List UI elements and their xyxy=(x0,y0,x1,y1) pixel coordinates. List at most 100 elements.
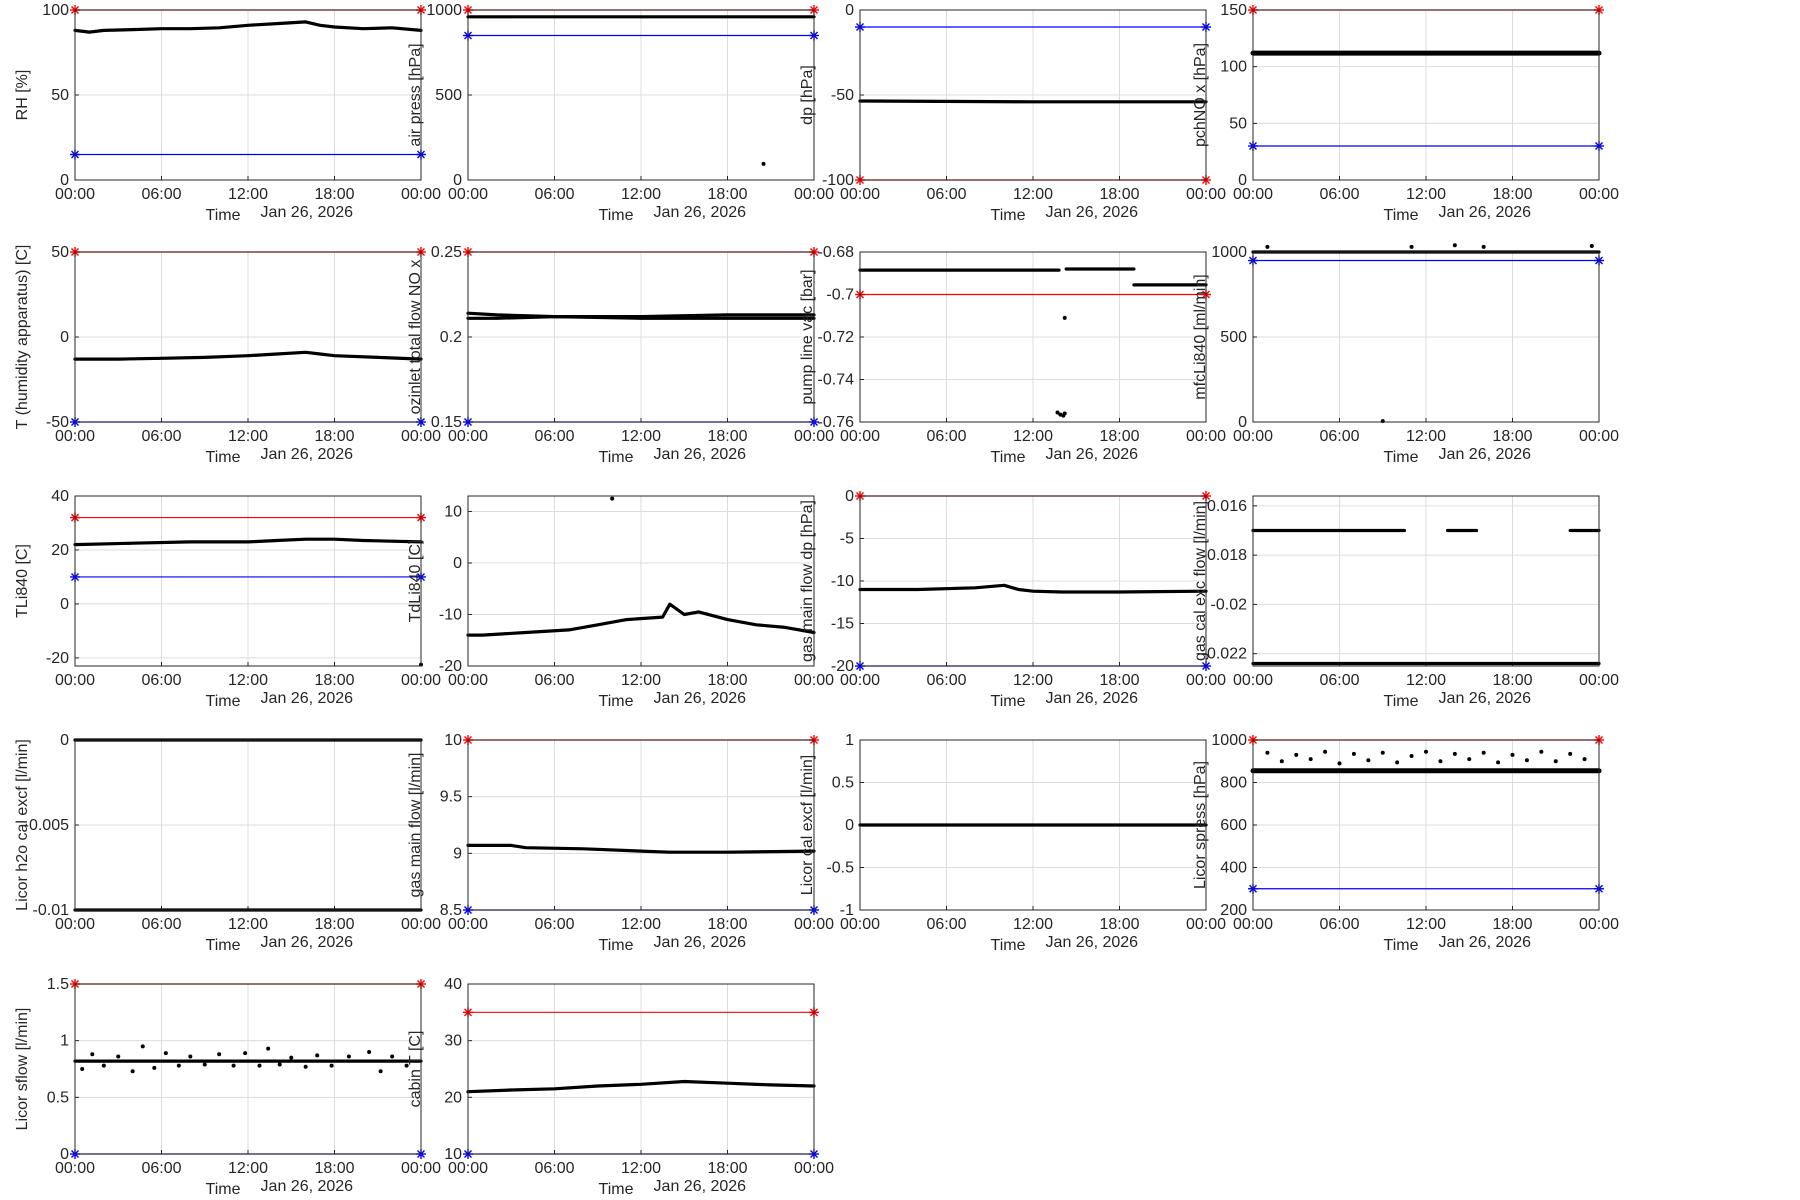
subplot-11: 00:00 06:00 12:00 18:00 00:00-20-15-10-50gas… xyxy=(799,488,1226,710)
data-point xyxy=(1510,752,1515,757)
y-tick-label: 0 xyxy=(845,2,854,19)
x-tick-label: 00:00 xyxy=(448,916,488,933)
x-tick-label: 12:00 xyxy=(228,916,268,933)
x-tick-label: 00:00 xyxy=(1233,672,1273,689)
data-point xyxy=(1366,758,1371,763)
data-point xyxy=(329,1063,334,1068)
date-label: Jan 26, 2026 xyxy=(654,204,747,221)
subplot-10: 00:00 06:00 12:00 18:00 00:00-20-10010TdLi84… xyxy=(407,495,834,710)
y-tick-label: 0.5 xyxy=(832,775,854,792)
data-point xyxy=(1055,410,1060,415)
series-line-1 xyxy=(466,843,816,854)
data-point xyxy=(1062,411,1067,416)
x-tick-label: 12:00 xyxy=(1406,186,1446,203)
x-tick-label: 06:00 xyxy=(1319,672,1359,689)
data-point xyxy=(1568,751,1573,756)
x-axis-label: Time xyxy=(599,1181,634,1198)
data-point xyxy=(1438,759,1443,764)
y-tick-label: -15 xyxy=(831,616,854,633)
y-tick-label: 1000 xyxy=(1211,732,1247,749)
data-point xyxy=(1424,749,1428,754)
y-axis-label: Licor cal excf [l/min] xyxy=(799,755,816,895)
x-tick-label: 06:00 xyxy=(141,186,181,203)
x-tick-label: 12:00 xyxy=(621,916,661,933)
y-axis-label: Licor h2o cal excf [l/min] xyxy=(14,739,31,911)
y-tick-label: 20 xyxy=(444,1089,462,1106)
y-tick-label: 200 xyxy=(1220,902,1247,919)
x-tick-label: 12:00 xyxy=(621,186,661,203)
x-tick-label: 06:00 xyxy=(534,186,574,203)
x-tick-label: 00:00 xyxy=(1233,916,1273,933)
y-axis-label: ozinlet total flow NO x xyxy=(407,260,424,415)
x-tick-label: 06:00 xyxy=(926,186,966,203)
y-tick-label: 30 xyxy=(444,1033,462,1050)
x-axis-label: Time xyxy=(1384,207,1419,224)
data-point xyxy=(367,1050,372,1054)
y-axis-label: TLi840 [C] xyxy=(14,544,31,618)
subplot-16: 00:00 06:00 12:00 18:00 00:00200400600800100… xyxy=(1192,732,1619,954)
y-tick-label: 0 xyxy=(1238,414,1247,431)
date-label: Jan 26, 2026 xyxy=(1046,934,1139,951)
x-axis-label: Time xyxy=(206,449,241,466)
x-tick-label: 06:00 xyxy=(926,672,966,689)
y-tick-label: 1.5 xyxy=(47,976,69,993)
data-point xyxy=(1582,757,1587,762)
y-tick-label: -0.005 xyxy=(24,817,69,834)
date-label: Jan 26, 2026 xyxy=(654,1178,747,1195)
data-point xyxy=(404,1063,409,1068)
y-tick-label: 0 xyxy=(60,1146,69,1163)
x-tick-label: 06:00 xyxy=(534,672,574,689)
axes-frame xyxy=(467,495,815,667)
y-tick-label: 50 xyxy=(51,87,69,104)
x-tick-label: 00:00 xyxy=(401,916,441,933)
y-tick-label: 0.2 xyxy=(440,329,462,346)
x-tick-label: 18:00 xyxy=(314,428,354,445)
data-point xyxy=(257,1063,262,1068)
date-label: Jan 26, 2026 xyxy=(261,934,354,951)
data-point xyxy=(1351,751,1356,756)
x-tick-label: 00:00 xyxy=(1186,186,1226,203)
x-tick-label: 06:00 xyxy=(926,916,966,933)
series-line-1 xyxy=(466,1079,816,1094)
x-tick-label: 18:00 xyxy=(1099,186,1139,203)
x-tick-label: 00:00 xyxy=(794,672,834,689)
axes-frame xyxy=(467,739,815,911)
data-point xyxy=(1294,752,1299,757)
y-tick-label: -100 xyxy=(822,172,854,189)
y-tick-label: 10 xyxy=(444,503,462,520)
axes-frame xyxy=(74,9,422,181)
subplot-15: 00:00 06:00 12:00 18:00 00:00-1-0.500.51Lico… xyxy=(799,732,1226,954)
x-tick-label: 00:00 xyxy=(448,428,488,445)
data-point xyxy=(1481,244,1486,249)
y-axis-label: pump line vac [bar] xyxy=(799,269,816,404)
date-label: Jan 26, 2026 xyxy=(1439,204,1532,221)
x-tick-label: 12:00 xyxy=(1013,428,1053,445)
y-tick-label: -10 xyxy=(831,573,854,590)
x-tick-label: 00:00 xyxy=(794,428,834,445)
series-line-2 xyxy=(466,315,816,320)
x-tick-label: 00:00 xyxy=(55,1160,95,1177)
y-tick-label: 1000 xyxy=(426,2,462,19)
y-tick-label: 1 xyxy=(845,732,854,749)
y-tick-label: -20 xyxy=(439,658,462,675)
y-tick-label: -0.01 xyxy=(33,902,70,919)
data-point xyxy=(277,1062,282,1067)
y-axis-label: T (humidity apparatus) [C] xyxy=(14,245,31,430)
date-label: Jan 26, 2026 xyxy=(654,690,747,707)
data-point xyxy=(1467,757,1472,762)
y-tick-label: 500 xyxy=(1220,329,1247,346)
x-axis-label: Time xyxy=(599,207,634,224)
x-tick-label: 12:00 xyxy=(621,1160,661,1177)
date-label: Jan 26, 2026 xyxy=(1046,690,1139,707)
x-tick-label: 06:00 xyxy=(534,428,574,445)
x-tick-label: 12:00 xyxy=(228,428,268,445)
y-tick-label: -0.018 xyxy=(1202,547,1247,564)
x-axis-label: Time xyxy=(991,207,1026,224)
data-point xyxy=(1337,761,1342,766)
data-point xyxy=(1452,243,1457,248)
subplot-9: 00:00 06:00 12:00 18:00 00:00 -20 0 20 40 TLi840 … xyxy=(14,488,441,710)
data-point xyxy=(1589,244,1594,249)
